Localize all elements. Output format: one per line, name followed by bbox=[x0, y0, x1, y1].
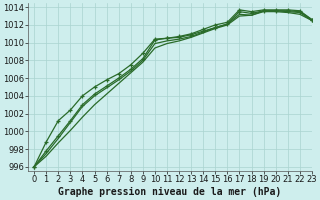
X-axis label: Graphe pression niveau de la mer (hPa): Graphe pression niveau de la mer (hPa) bbox=[58, 187, 282, 197]
